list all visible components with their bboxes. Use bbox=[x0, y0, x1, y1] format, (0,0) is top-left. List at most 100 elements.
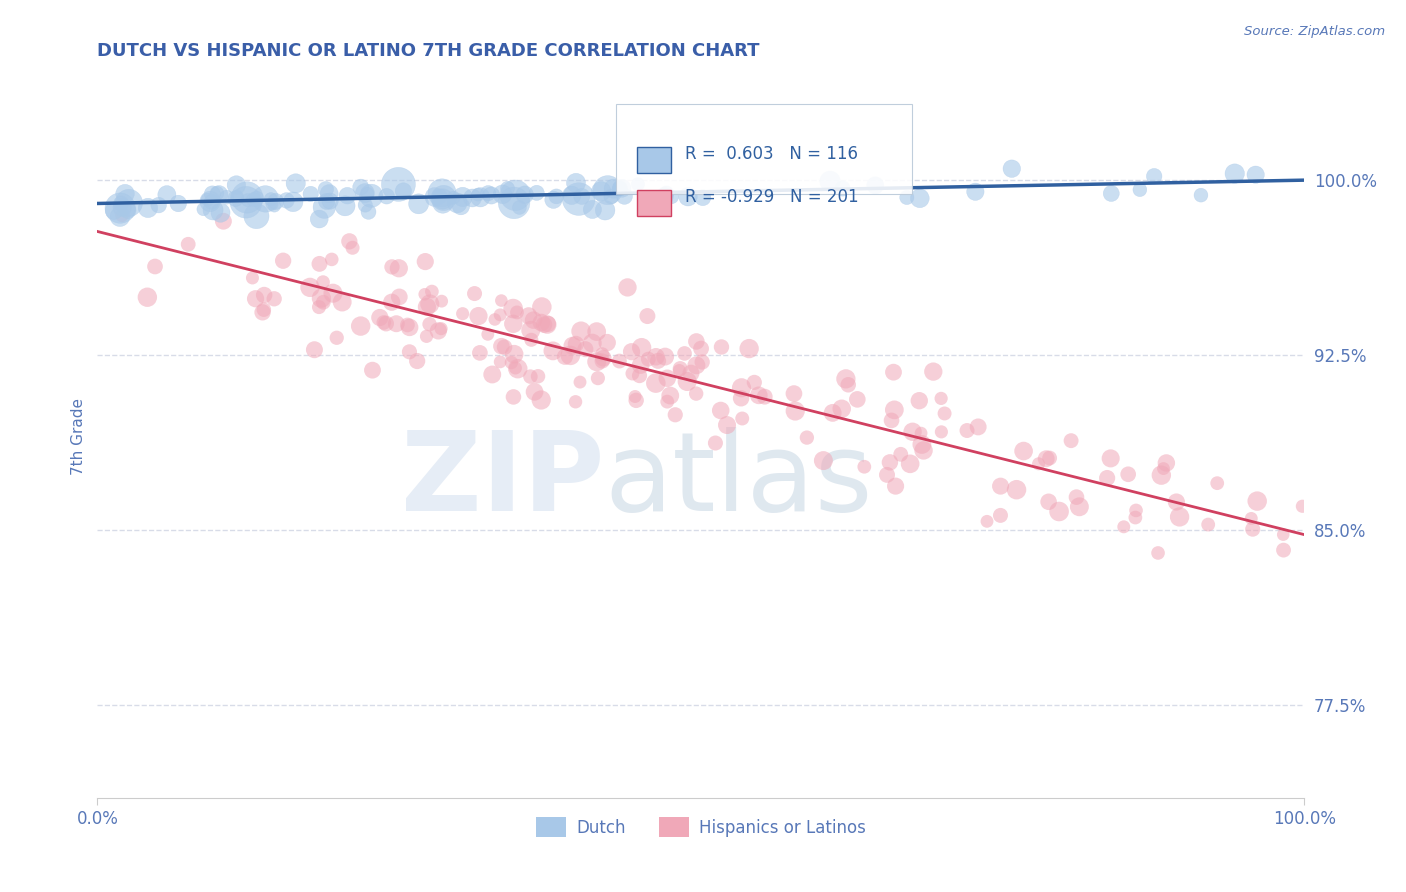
Point bbox=[114, 186, 136, 201]
Point bbox=[931, 425, 953, 439]
Point bbox=[357, 204, 380, 219]
Point bbox=[260, 192, 283, 206]
Point bbox=[464, 286, 486, 301]
Point bbox=[716, 418, 738, 433]
Point bbox=[451, 190, 474, 204]
Point bbox=[461, 191, 484, 205]
Point bbox=[350, 180, 373, 194]
Point bbox=[654, 350, 676, 364]
Point bbox=[312, 295, 335, 310]
Point bbox=[1150, 468, 1173, 483]
Point bbox=[519, 369, 541, 384]
Point bbox=[591, 347, 613, 361]
Point bbox=[922, 365, 945, 379]
Point bbox=[489, 308, 512, 322]
Point bbox=[281, 194, 304, 209]
Point bbox=[911, 437, 934, 451]
Point bbox=[430, 321, 453, 335]
Point bbox=[636, 309, 658, 323]
Point bbox=[831, 181, 853, 195]
Point bbox=[596, 335, 619, 350]
Point bbox=[336, 188, 359, 202]
Bar bbox=[637, 146, 671, 173]
Point bbox=[1035, 451, 1057, 466]
Point bbox=[818, 174, 841, 188]
Point bbox=[479, 188, 502, 202]
Point bbox=[513, 187, 536, 202]
Point bbox=[657, 394, 679, 409]
Point bbox=[835, 372, 858, 386]
Point bbox=[785, 404, 807, 418]
Point bbox=[908, 393, 931, 408]
Point bbox=[446, 196, 468, 211]
Point bbox=[879, 455, 901, 469]
Point bbox=[321, 252, 343, 267]
Point bbox=[655, 186, 678, 201]
Point bbox=[1099, 451, 1122, 466]
Point bbox=[676, 375, 699, 389]
Point bbox=[647, 354, 669, 368]
Point bbox=[613, 189, 636, 203]
Point bbox=[451, 307, 474, 321]
Point bbox=[609, 181, 631, 195]
Point bbox=[491, 339, 513, 353]
Point bbox=[467, 187, 489, 202]
Point bbox=[591, 354, 613, 368]
Point bbox=[419, 317, 441, 331]
Point bbox=[690, 355, 713, 369]
Point bbox=[965, 185, 987, 199]
Point bbox=[883, 402, 905, 417]
Point bbox=[308, 300, 330, 314]
Point bbox=[564, 394, 586, 409]
Point bbox=[1012, 444, 1035, 458]
Point bbox=[373, 316, 395, 330]
Point bbox=[1143, 169, 1166, 184]
Point bbox=[1099, 186, 1122, 201]
Point bbox=[1129, 183, 1152, 197]
Point bbox=[616, 280, 638, 294]
Point bbox=[648, 196, 671, 211]
Point bbox=[298, 280, 321, 294]
Point bbox=[117, 203, 139, 218]
Point bbox=[491, 293, 513, 308]
Point bbox=[263, 199, 285, 213]
Point bbox=[523, 384, 546, 399]
Point bbox=[236, 190, 259, 204]
Point bbox=[356, 186, 378, 201]
Point bbox=[413, 287, 436, 301]
Point bbox=[831, 401, 853, 416]
Point bbox=[325, 331, 347, 345]
Point bbox=[208, 187, 231, 202]
Point bbox=[530, 392, 553, 407]
Point bbox=[136, 201, 159, 215]
Point bbox=[209, 205, 232, 219]
FancyBboxPatch shape bbox=[616, 104, 912, 194]
Point bbox=[489, 355, 512, 369]
Point bbox=[501, 355, 523, 369]
Point bbox=[669, 361, 692, 376]
Point bbox=[530, 300, 553, 314]
Point bbox=[215, 190, 238, 204]
Point bbox=[581, 336, 603, 351]
Point bbox=[574, 342, 596, 356]
Point bbox=[443, 191, 465, 205]
Point bbox=[427, 324, 450, 338]
Point bbox=[470, 190, 492, 204]
Point bbox=[1166, 495, 1188, 509]
Point bbox=[561, 188, 583, 202]
Point bbox=[568, 192, 591, 206]
Point bbox=[201, 186, 224, 201]
Point bbox=[1272, 527, 1295, 541]
Point bbox=[308, 257, 330, 271]
Point bbox=[676, 190, 699, 204]
Point bbox=[415, 329, 437, 343]
Point bbox=[744, 376, 766, 390]
Point bbox=[1241, 522, 1264, 536]
Point bbox=[738, 342, 761, 356]
Point bbox=[520, 323, 543, 337]
Point bbox=[585, 325, 607, 339]
Point bbox=[198, 194, 221, 209]
Point bbox=[312, 275, 335, 289]
Point bbox=[311, 291, 333, 305]
Point bbox=[865, 178, 887, 193]
